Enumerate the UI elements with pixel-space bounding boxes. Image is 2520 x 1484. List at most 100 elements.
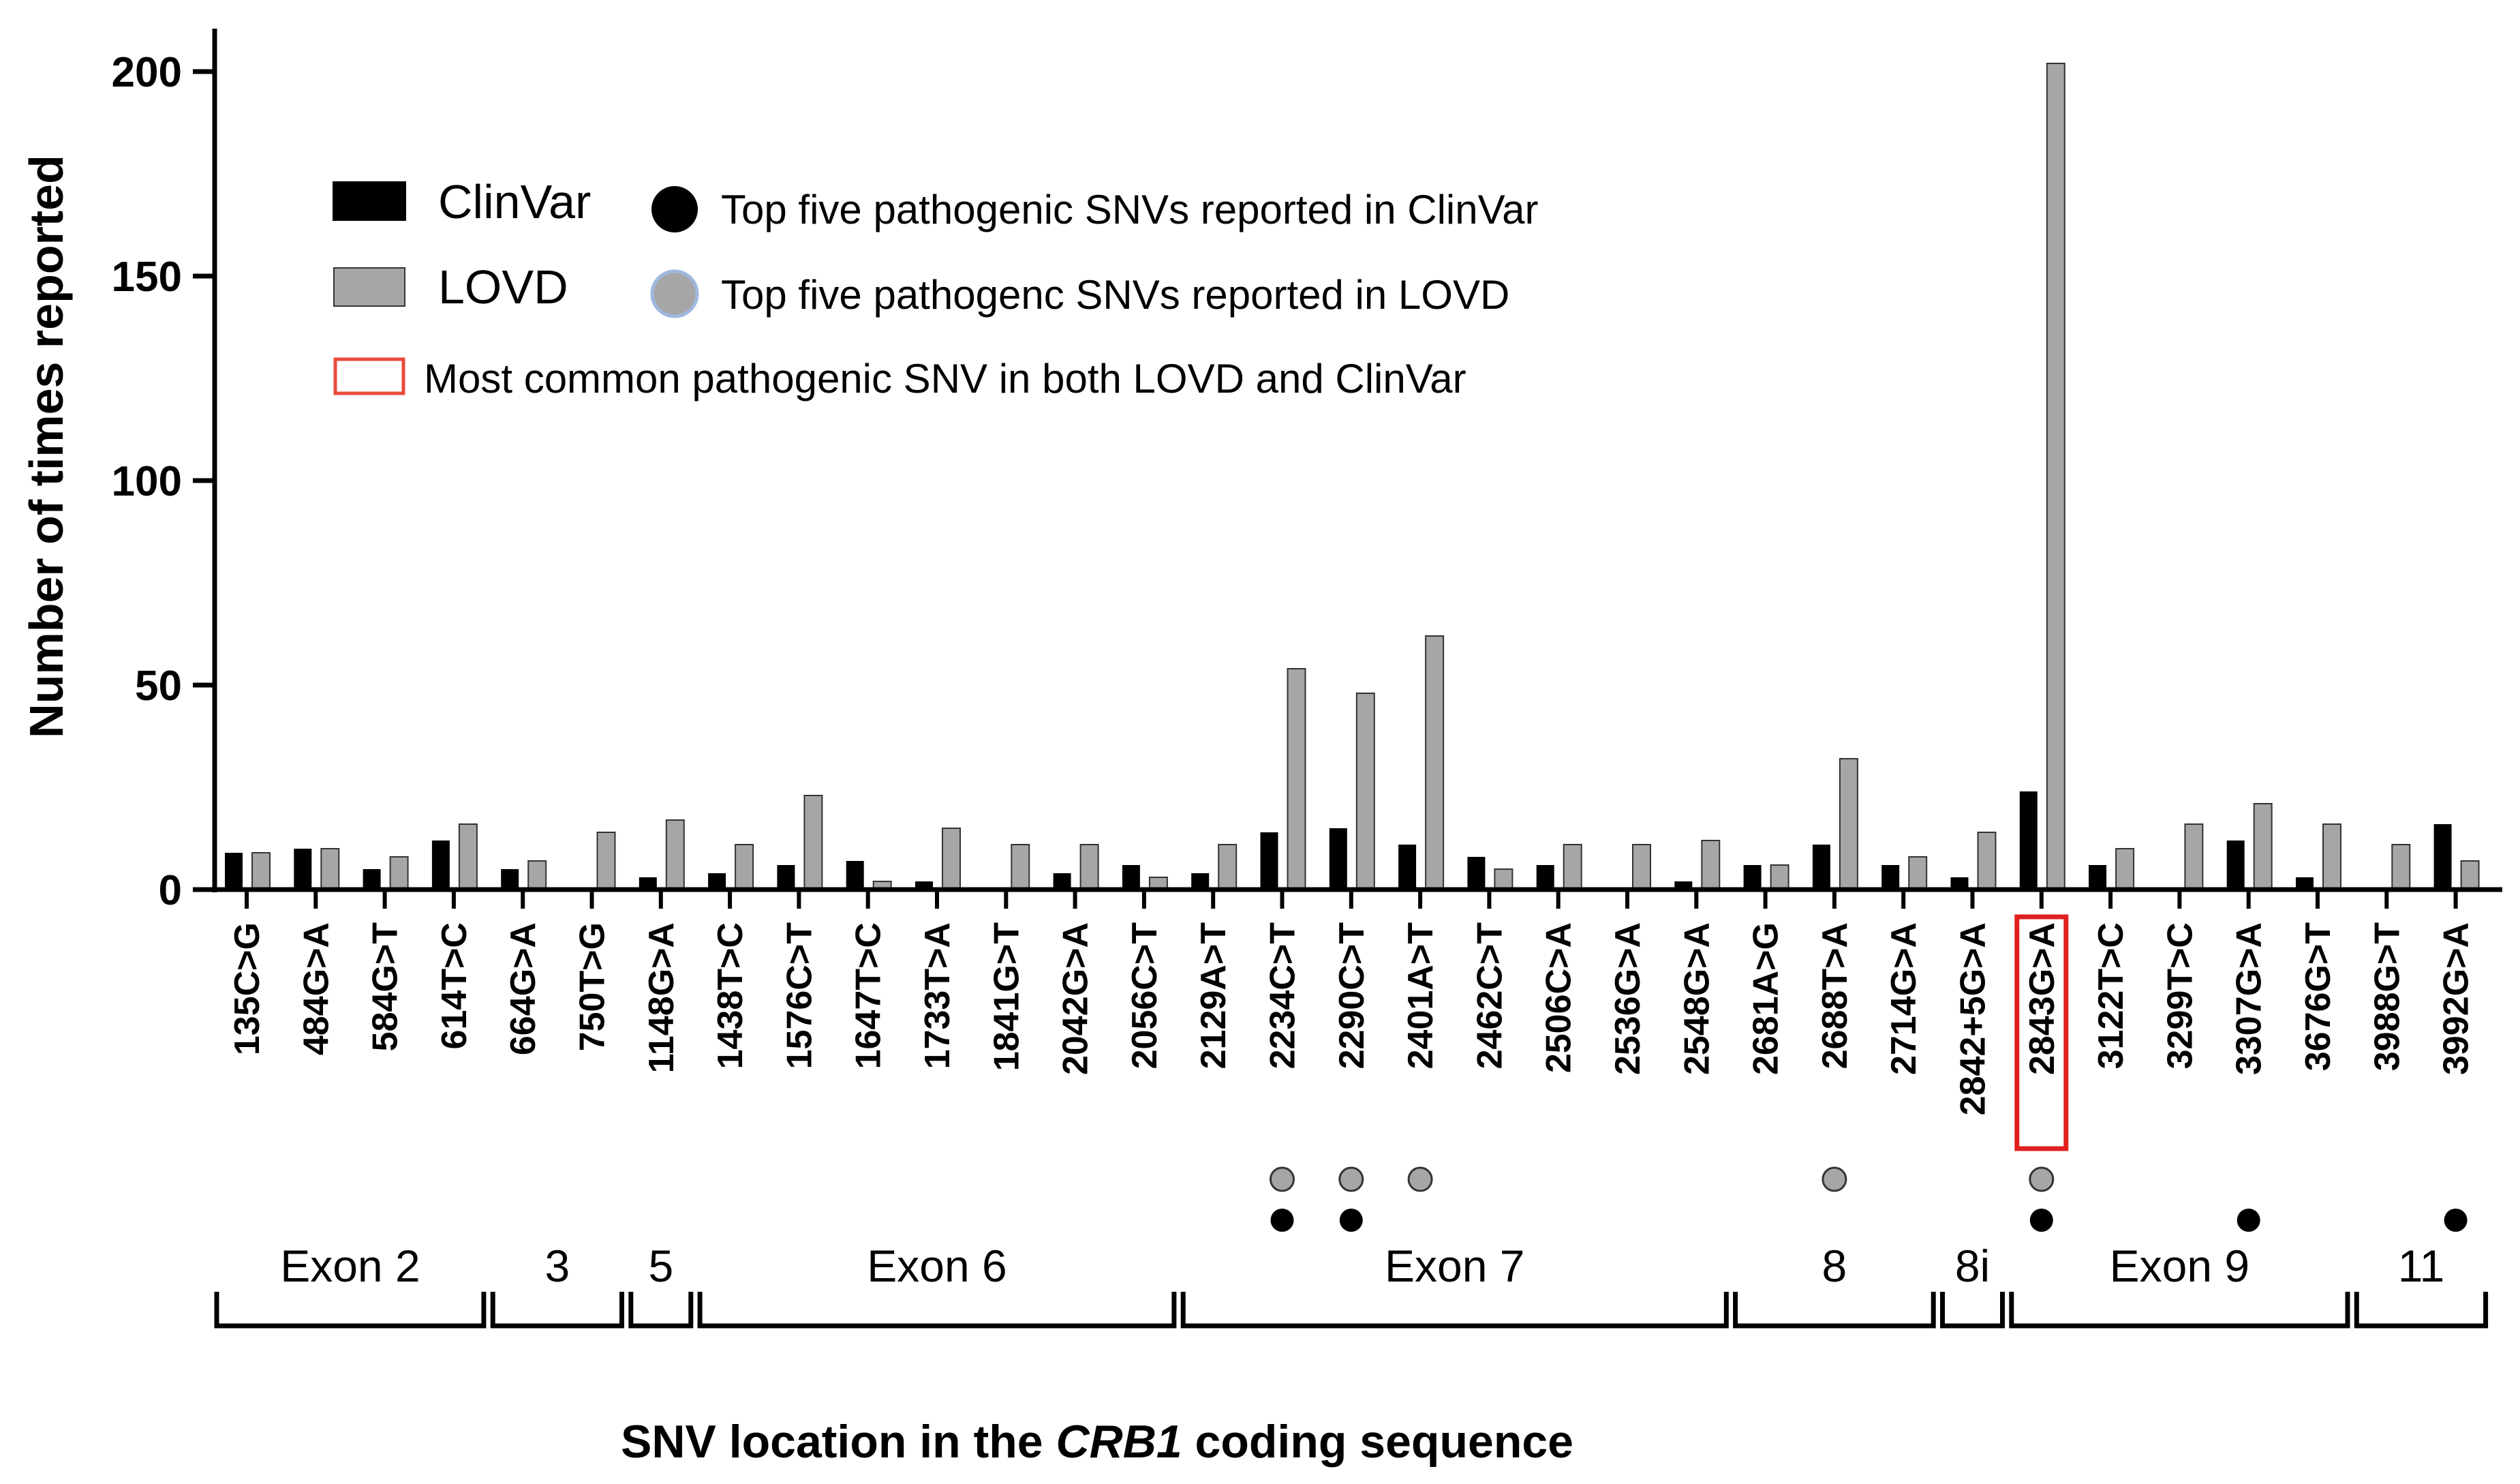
- x-tick-label-2842-5g-a: 2842+5G>A: [1954, 922, 1993, 1115]
- x-tick-label-2129a-t: 2129A>T: [1194, 922, 1233, 1070]
- exon-bracket-11: [2354, 1292, 2489, 1329]
- x-tick-label-2401a-t: 2401A>T: [1401, 922, 1441, 1070]
- legend-dot-lovd-top: [650, 269, 699, 318]
- bar-clinvar-664g-a: [501, 869, 519, 890]
- bar-clinvar-2042g-a: [1053, 873, 1071, 890]
- x-tick-label-2506c-a: 2506C>A: [1539, 922, 1579, 1073]
- x-tick-label-584g-t: 584G>T: [366, 922, 405, 1052]
- x-tick-label-1841g-t: 1841G>T: [987, 922, 1026, 1071]
- bar-clinvar-3676g-t: [2296, 877, 2314, 890]
- bar-lovd-135c-g: [251, 852, 271, 890]
- x-tick-label-3676g-t: 3676G>T: [2299, 922, 2338, 1071]
- exon-label-exon-6: Exon 6: [867, 1241, 1007, 1291]
- lovd-top-dot-2290c-t: [1338, 1166, 1364, 1192]
- y-tick-label-100: 100: [112, 458, 182, 505]
- exon-label-3: 3: [544, 1241, 570, 1291]
- bar-lovd-2401a-t: [1425, 635, 1445, 890]
- bar-lovd-2843g-a: [2046, 63, 2065, 890]
- clinvar-top-dot-2290c-t: [1339, 1209, 1363, 1232]
- bar-clinvar-2129a-t: [1191, 873, 1210, 890]
- bar-clinvar-3307g-a: [2226, 841, 2245, 890]
- bar-lovd-3122t-c: [2115, 848, 2135, 890]
- y-tick-label-150: 150: [112, 254, 182, 301]
- bar-clinvar-1438t-c: [708, 873, 726, 890]
- lovd-bars: [251, 63, 2480, 890]
- x-axis-label-gene: CRB1: [1056, 1416, 1182, 1468]
- x-tick-label-2843g-a: 2843G>A: [2023, 922, 2062, 1075]
- x-tick-label-2714g-a: 2714G>A: [1884, 922, 1924, 1075]
- exon-label-8i: 8i: [1955, 1241, 1990, 1291]
- highlight-box-2843g-a: [2014, 914, 2069, 1151]
- bar-lovd-750t-g: [596, 832, 616, 890]
- x-tick-label-2536g-a: 2536G>A: [1608, 922, 1648, 1075]
- bar-lovd-1733t-a: [942, 828, 961, 890]
- bar-clinvar-614t-c: [431, 841, 450, 890]
- x-tick-label-614t-c: 614T>C: [435, 922, 474, 1049]
- x-tick-label-484g-a: 484G>A: [296, 922, 336, 1055]
- exon-brackets: Exon 2 3 5 Exon 6 Exon 7 8 8i Exon 9 11: [214, 1241, 2489, 1329]
- bar-lovd-2462c-t: [1494, 868, 1513, 890]
- clinvar-top-dot-2843g-a: [2029, 1209, 2053, 1232]
- x-tick-label-2462c-t: 2462C>T: [1470, 922, 1509, 1070]
- bar-lovd-1438t-c: [735, 844, 754, 890]
- bar-lovd-2506c-a: [1563, 844, 1582, 890]
- x-tick-label-3992g-a: 3992G>A: [2437, 922, 2476, 1075]
- exon-label-exon-7: Exon 7: [1385, 1241, 1524, 1291]
- y-tick-label-200: 200: [112, 49, 182, 96]
- lovd-top-dot-2688t-a: [1822, 1166, 1847, 1192]
- bar-lovd-1841g-t: [1011, 844, 1030, 890]
- bar-clinvar-3992g-a: [2433, 824, 2452, 890]
- bar-lovd-3299t-c: [2184, 823, 2204, 890]
- top-snv-markers: [1270, 1166, 2468, 1232]
- x-tick-label-3988g-t: 3988G>T: [2367, 922, 2407, 1071]
- lovd-top-dot-2843g-a: [2029, 1166, 2055, 1192]
- bar-lovd-2290c-t: [1355, 693, 1375, 890]
- y-tick-label-0: 0: [159, 867, 182, 914]
- bar-lovd-584g-t: [389, 856, 409, 890]
- exon-bracket-3: [490, 1292, 624, 1329]
- x-tick-label-1438t-c: 1438T>C: [711, 922, 750, 1069]
- bar-lovd-2681a-g: [1770, 864, 1789, 890]
- bar-clinvar-2714g-a: [1881, 865, 1900, 890]
- legend-label-lovd-top: Top five pathogenc SNVs reported in LOVD: [721, 272, 1509, 318]
- legend-label-lovd: LOVD: [438, 260, 568, 314]
- x-tick-label-750t-g: 750T>G: [573, 922, 613, 1051]
- legend-box-common: [333, 357, 405, 395]
- bar-lovd-2536g-a: [1632, 844, 1651, 890]
- x-axis-label: SNV location in the CRB1 coding sequence: [621, 1416, 1573, 1468]
- legend-label-clinvar: ClinVar: [438, 175, 591, 228]
- x-tick-label-135c-g: 135C>G: [228, 922, 267, 1055]
- bar-clinvar-1647t-c: [846, 861, 864, 890]
- bar-lovd-1576c-t: [803, 795, 823, 890]
- lovd-top-dot-2401a-t: [1407, 1166, 1433, 1192]
- exon-label-exon-9: Exon 9: [2110, 1241, 2249, 1291]
- x-axis-label-part-1: SNV location in the: [621, 1416, 1056, 1468]
- x-tick-label-1733t-a: 1733T>A: [918, 922, 957, 1069]
- bar-clinvar-2681a-g: [1743, 865, 1762, 890]
- x-tick-label-3299t-c: 3299T>C: [2160, 922, 2200, 1069]
- legend-swatch-clinvar: [333, 181, 406, 221]
- clinvar-top-dot-3992g-a: [2444, 1209, 2468, 1232]
- x-tick-labels: 135C>G 484G>A 584G>T 614T>C 664G>A 750T>G 1148…: [228, 914, 2476, 1151]
- bar-lovd-3676g-t: [2322, 823, 2341, 890]
- exon-bracket-8: [1733, 1292, 1936, 1329]
- bar-clinvar-2688t-a: [1812, 845, 1830, 890]
- x-tick-label-2681a-g: 2681A>G: [1747, 922, 1786, 1075]
- exon-label-8: 8: [1822, 1241, 1847, 1291]
- bar-clinvar-2842-5g-a: [1950, 877, 1969, 890]
- bar-lovd-2042g-a: [1079, 844, 1099, 890]
- exon-label-11: 11: [2398, 1241, 2445, 1291]
- y-tick-label-50: 50: [135, 663, 182, 710]
- x-tick-label-2234c-t: 2234C>T: [1263, 922, 1303, 1070]
- exon-bracket-5: [628, 1292, 694, 1329]
- x-tick-label-3307g-a: 3307G>A: [2230, 922, 2269, 1075]
- x-tick-label-2548g-a: 2548G>A: [1677, 922, 1717, 1075]
- bar-clinvar-2401a-t: [1398, 845, 1417, 890]
- bar-clinvar-584g-t: [363, 869, 381, 890]
- legend-label-clinvar-top: Top five pathogenic SNVs reported in Cli…: [721, 187, 1539, 232]
- bar-lovd-2842-5g-a: [1977, 832, 1997, 890]
- x-tick-label-2290c-t: 2290C>T: [1332, 922, 1372, 1070]
- bar-clinvar-2290c-t: [1329, 828, 1347, 890]
- exon-bracket-8i: [1940, 1292, 2005, 1329]
